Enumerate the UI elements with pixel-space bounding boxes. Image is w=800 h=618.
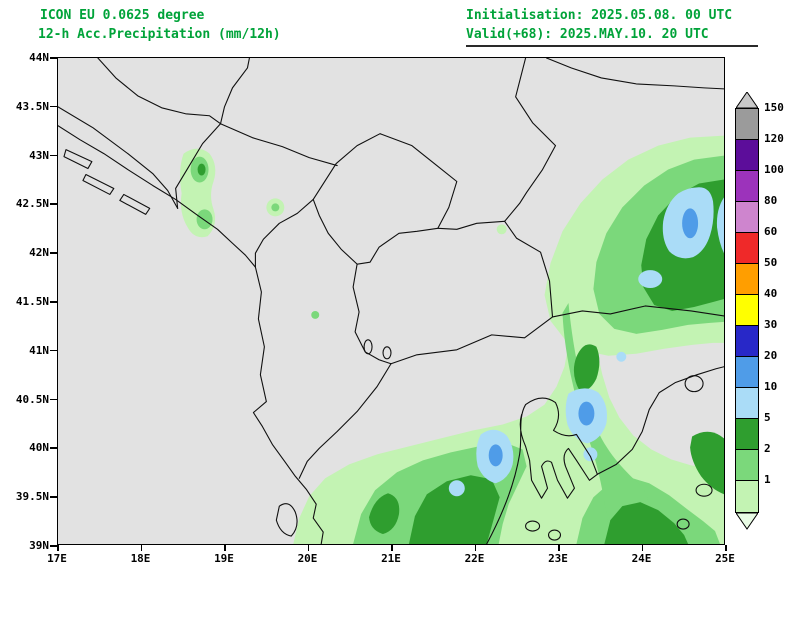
valid-time: Valid(+68): 2025.MAY.10. 20 UTC	[466, 27, 709, 42]
legend-cell	[736, 450, 758, 481]
legend-label: 10	[764, 380, 778, 393]
lat-tick	[50, 154, 57, 157]
legend-arrow-down	[736, 513, 758, 530]
legend-label: 60	[764, 225, 778, 238]
legend-label: 30	[764, 318, 778, 331]
lon-label: 23E	[548, 552, 568, 565]
legend-label: 100	[764, 163, 784, 176]
lon-label: 25E	[715, 552, 735, 565]
lat-label: 42N	[29, 246, 49, 260]
lat-tick	[50, 203, 57, 205]
lat-label: 39.5N	[15, 490, 49, 504]
legend-cell	[736, 109, 758, 140]
legend-cell	[736, 140, 758, 171]
legend-cell	[736, 233, 758, 264]
lon-tick	[224, 545, 226, 551]
lon-tick	[57, 545, 59, 551]
legend-cell	[736, 264, 758, 295]
borders-layer	[58, 58, 724, 544]
legend-label: 2	[764, 442, 771, 455]
legend-label: 80	[764, 194, 778, 207]
legend-label: 5	[764, 411, 771, 424]
lon-label: 21E	[381, 552, 401, 565]
lat-label: 42.5N	[15, 197, 49, 211]
lon-label: 18E	[130, 552, 151, 565]
legend-cell	[736, 388, 758, 419]
legend-label: 120	[764, 132, 784, 145]
header-underline	[466, 45, 758, 47]
legend-label: 1	[764, 473, 771, 486]
lon-tick	[307, 545, 309, 551]
lat-tick	[50, 545, 57, 547]
lat-label: 43.5N	[15, 99, 49, 113]
legend-cell	[736, 419, 758, 450]
lon-tick	[140, 545, 142, 551]
lon-tick	[641, 545, 643, 551]
legend-cell	[736, 202, 758, 233]
lat-label: 40N	[29, 441, 49, 455]
legend-label: 20	[764, 349, 778, 362]
lat-tick	[50, 252, 57, 254]
lat-tick	[50, 57, 57, 59]
lat-tick	[50, 301, 57, 303]
lon-tick	[474, 545, 476, 551]
map-svg	[58, 58, 724, 544]
lon-label: 19E	[214, 552, 234, 565]
lat-label: 43N	[29, 148, 49, 162]
legend-label: 150	[764, 101, 784, 114]
lon-label: 22E	[464, 552, 485, 565]
lat-label: 44N	[29, 51, 49, 64]
lat-label: 41N	[29, 343, 49, 357]
lon-tick	[558, 545, 560, 551]
lon-tick	[725, 545, 727, 551]
legend-label: 40	[764, 287, 778, 300]
legend-cell	[736, 326, 758, 357]
lat-label: 41.5N	[15, 295, 49, 308]
precipitation-layer	[180, 135, 724, 544]
lat-tick	[50, 349, 57, 352]
lat-tick	[50, 447, 57, 449]
legend-arrow-up	[736, 92, 758, 108]
legend-cell	[736, 171, 758, 202]
legend-cells	[735, 108, 759, 513]
lon-label: 17E	[47, 552, 67, 565]
product-title: 12-h Acc.Precipitation (mm/12h)	[38, 27, 281, 42]
legend-label: 50	[764, 256, 778, 269]
lon-label: 20E	[297, 552, 318, 565]
lon-label: 24E	[631, 552, 652, 565]
legend-cell	[736, 481, 758, 512]
legend-cell	[736, 357, 758, 388]
lat-tick	[50, 496, 57, 498]
init-time: Initialisation: 2025.05.08. 00 UTC	[466, 8, 733, 23]
map-frame	[57, 57, 725, 545]
lat-tick	[50, 105, 57, 108]
lon-tick	[391, 545, 393, 551]
lat-label: 40.5N	[15, 392, 49, 406]
legend-cell	[736, 295, 758, 326]
lat-tick	[50, 398, 57, 401]
model-title: ICON EU 0.0625 degree	[40, 8, 205, 23]
lat-label: 39N	[29, 539, 49, 552]
